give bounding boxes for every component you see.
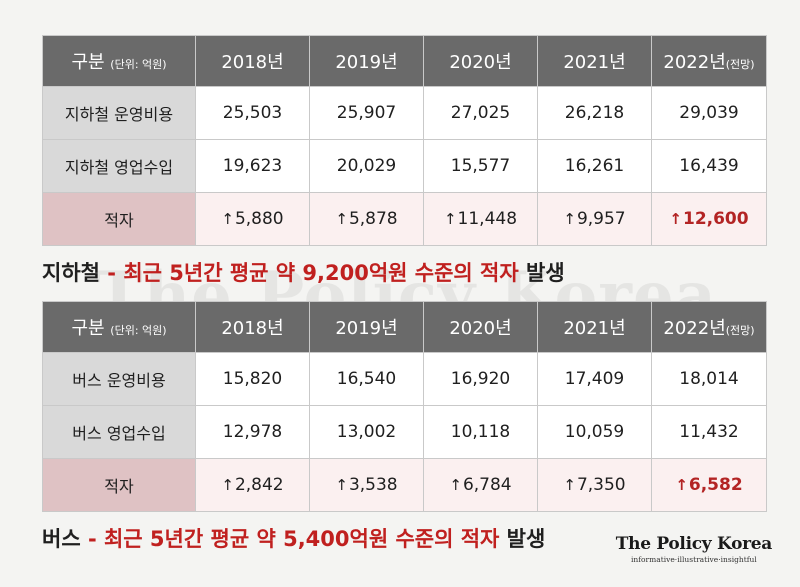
caption-suffix: 발생 (518, 261, 565, 285)
header-category: 구분 (단위: 억원) (42, 301, 196, 353)
caption-dash: - (80, 527, 104, 551)
deficit-cell: ↑6,784 (423, 458, 538, 512)
table-cell: 16,540 (309, 352, 424, 406)
subway-table: 구분 (단위: 억원) 2018년 2019년 2020년 2021년 2022… (42, 35, 767, 246)
table-cell: 16,920 (423, 352, 538, 406)
deficit-value: 7,350 (576, 475, 626, 495)
table-row: 버스 운영비용 15,820 16,540 16,920 17,409 18,0… (42, 352, 767, 406)
table-cell: 27,025 (423, 86, 538, 140)
arrow-up-icon: ↑ (449, 476, 462, 494)
deficit-cell-highlight: ↑6,582 (651, 458, 767, 512)
deficit-cell: ↑7,350 (537, 458, 652, 512)
arrow-up-icon: ↑ (443, 210, 457, 228)
table-cell: 25,503 (195, 86, 310, 140)
deficit-value: 6,784 (462, 475, 512, 495)
brand-logo: The Policy Korea informative·illustrativ… (615, 534, 773, 564)
deficit-cell: ↑5,878 (309, 192, 424, 246)
deficit-value: 3,538 (348, 475, 398, 495)
header-category: 구분 (단위: 억원) (42, 35, 196, 87)
table-cell: 10,059 (537, 405, 652, 459)
caption-highlight: 최근 5년간 평균 약 5,400억원 수준의 적자 (103, 527, 500, 551)
header-category-label: 구분 (71, 318, 105, 339)
deficit-row: 적자 ↑2,842 ↑3,538 ↑6,784 ↑7,350 ↑6,582 (42, 458, 767, 512)
deficit-value: 12,600 (682, 209, 749, 229)
deficit-cell: ↑2,842 (195, 458, 310, 512)
caption-highlight: 최근 5년간 평균 약 9,200억원 수준의 적자 (123, 261, 519, 285)
bus-caption: 버스 - 최근 5년간 평균 약 5,400억원 수준의 적자 발생 (42, 523, 545, 553)
row-label: 버스 영업수입 (42, 405, 196, 459)
logo-title: The Policy Korea (615, 534, 773, 554)
deficit-cell: ↑11,448 (423, 192, 538, 246)
arrow-up-icon: ↑ (221, 210, 234, 228)
row-label: 적자 (42, 192, 196, 246)
header-year: 2019년 (309, 35, 424, 87)
header-year: 2021년 (537, 301, 652, 353)
subway-caption: 지하철 - 최근 5년간 평균 약 9,200억원 수준의 적자 발생 (42, 257, 565, 287)
forecast-note: (전망) (725, 324, 755, 337)
bus-table: 구분 (단위: 억원) 2018년 2019년 2020년 2021년 2022… (42, 301, 767, 512)
table-cell: 10,118 (423, 405, 538, 459)
deficit-value: 5,880 (234, 209, 284, 229)
header-year-forecast: 2022년(전망) (651, 301, 767, 353)
header-year: 2022년 (663, 318, 726, 339)
table-cell: 20,029 (309, 139, 424, 193)
table-cell: 11,432 (651, 405, 767, 459)
table-cell: 25,907 (309, 86, 424, 140)
header-unit: (단위: 억원) (110, 324, 167, 337)
header-year: 2019년 (309, 301, 424, 353)
forecast-note: (전망) (725, 58, 755, 71)
header-year: 2020년 (423, 301, 538, 353)
row-label: 지하철 영업수입 (42, 139, 196, 193)
deficit-cell: ↑9,957 (537, 192, 652, 246)
table-header-row: 구분 (단위: 억원) 2018년 2019년 2020년 2021년 2022… (42, 301, 767, 353)
caption-dash: - (99, 261, 124, 285)
header-year-forecast: 2022년(전망) (651, 35, 767, 87)
arrow-up-icon: ↑ (675, 476, 688, 494)
header-year: 2020년 (423, 35, 538, 87)
header-unit: (단위: 억원) (110, 58, 167, 71)
caption-subject: 지하철 (42, 261, 100, 285)
arrow-up-icon: ↑ (563, 210, 576, 228)
table-cell: 13,002 (309, 405, 424, 459)
table-row: 지하철 운영비용 25,503 25,907 27,025 26,218 29,… (42, 86, 767, 140)
deficit-value: 6,582 (688, 475, 743, 495)
table-cell: 19,623 (195, 139, 310, 193)
header-year: 2018년 (195, 301, 310, 353)
table-cell: 15,820 (195, 352, 310, 406)
table-cell: 26,218 (537, 86, 652, 140)
table-cell: 16,439 (651, 139, 767, 193)
header-year: 2021년 (537, 35, 652, 87)
table-cell: 18,014 (651, 352, 767, 406)
arrow-up-icon: ↑ (335, 210, 348, 228)
table-cell: 16,261 (537, 139, 652, 193)
table-row: 지하철 영업수입 19,623 20,029 15,577 16,261 16,… (42, 139, 767, 193)
row-label: 적자 (42, 458, 196, 512)
header-category-label: 구분 (71, 52, 105, 73)
arrow-up-icon: ↑ (221, 476, 234, 494)
arrow-up-icon: ↑ (669, 210, 682, 228)
deficit-value: 11,448 (457, 209, 518, 229)
table-cell: 12,978 (195, 405, 310, 459)
deficit-value: 5,878 (348, 209, 398, 229)
deficit-value: 2,842 (234, 475, 284, 495)
arrow-up-icon: ↑ (335, 476, 348, 494)
deficit-cell: ↑3,538 (309, 458, 424, 512)
arrow-up-icon: ↑ (563, 476, 576, 494)
table-header-row: 구분 (단위: 억원) 2018년 2019년 2020년 2021년 2022… (42, 35, 767, 87)
table-cell: 15,577 (423, 139, 538, 193)
table-cell: 17,409 (537, 352, 652, 406)
deficit-row: 적자 ↑5,880 ↑5,878 ↑11,448 ↑9,957 ↑12,600 (42, 192, 767, 246)
row-label: 지하철 운영비용 (42, 86, 196, 140)
table-row: 버스 영업수입 12,978 13,002 10,118 10,059 11,4… (42, 405, 767, 459)
caption-suffix: 발생 (499, 527, 546, 551)
table-cell: 29,039 (651, 86, 767, 140)
deficit-cell: ↑5,880 (195, 192, 310, 246)
caption-subject: 버스 (42, 527, 81, 551)
header-year: 2018년 (195, 35, 310, 87)
logo-tagline: informative·illustrative·insightful (631, 555, 757, 564)
row-label: 버스 운영비용 (42, 352, 196, 406)
deficit-cell-highlight: ↑12,600 (651, 192, 767, 246)
header-year: 2022년 (663, 52, 726, 73)
deficit-value: 9,957 (576, 209, 626, 229)
